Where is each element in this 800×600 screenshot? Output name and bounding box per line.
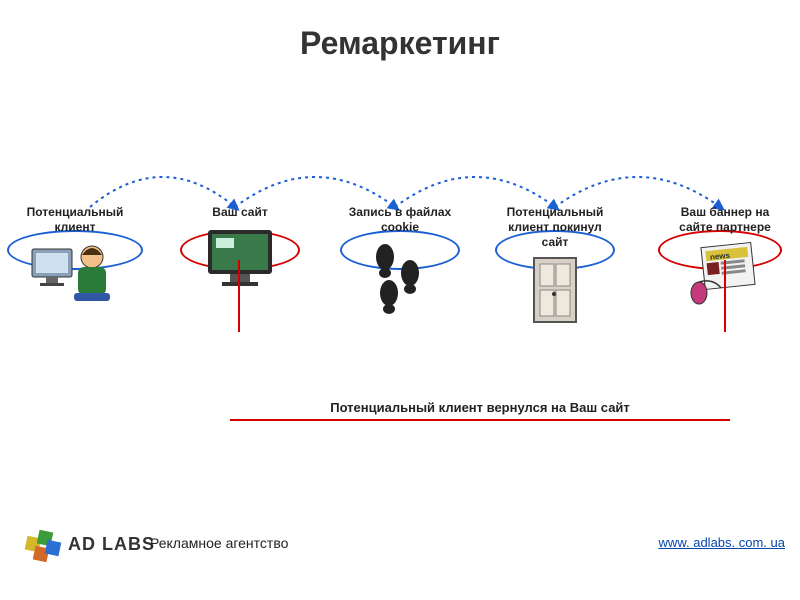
client-icon bbox=[15, 239, 135, 314]
stage-client-left: Потенциальный клиент покинул сайт bbox=[495, 205, 615, 329]
stage-label: Ваш баннер на сайте партнере bbox=[660, 205, 790, 235]
red-vertical-line bbox=[238, 260, 240, 332]
stage-label: Потенциальный клиент покинул сайт bbox=[495, 205, 615, 250]
stage-label: Ваш сайт bbox=[190, 205, 290, 220]
red-vertical-line bbox=[724, 260, 726, 332]
return-underline bbox=[230, 419, 730, 421]
stage-cookie: Запись в файлах cookie bbox=[340, 205, 460, 319]
logo-text: AD LABS bbox=[68, 534, 155, 555]
adlabs-logo: AD LABS bbox=[20, 525, 155, 563]
door-icon bbox=[495, 254, 615, 329]
stage-your-site: Ваш сайт bbox=[190, 205, 290, 299]
footprints-icon bbox=[340, 239, 460, 319]
monitor-icon bbox=[190, 224, 290, 299]
stage-label: Потенциальный клиент bbox=[15, 205, 135, 235]
return-caption-block: Потенциальный клиент вернулся на Ваш сай… bbox=[230, 400, 730, 421]
return-caption: Потенциальный клиент вернулся на Ваш сай… bbox=[230, 400, 730, 415]
page-title: Ремаркетинг bbox=[0, 0, 800, 62]
flow-diagram: Потенциальный клиент Ваш сайт bbox=[0, 115, 800, 375]
stage-potential-client: Потенциальный клиент bbox=[15, 205, 135, 314]
stage-label: Запись в файлах cookie bbox=[340, 205, 460, 235]
footer: AD LABS Рекламное агентство www. adlabs.… bbox=[0, 525, 800, 575]
logo-icon bbox=[20, 525, 64, 563]
agency-label: Рекламное агентство bbox=[150, 535, 288, 551]
site-link[interactable]: www. adlabs. com. ua bbox=[659, 535, 785, 550]
